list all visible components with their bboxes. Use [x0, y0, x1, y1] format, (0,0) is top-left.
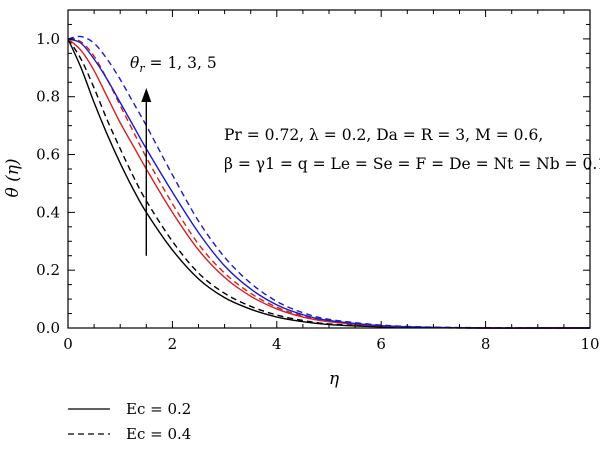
y-tick-label: 0.4 [36, 203, 60, 221]
y-axis-label: θ (η) [3, 158, 23, 197]
legend: Ec = 0.2 Ec = 0.4 [68, 400, 191, 443]
params-line-1: Pr = 0.72, λ = 0.2, Da = R = 3, M = 0.6, [224, 126, 543, 144]
x-tick-label: 4 [272, 335, 282, 353]
y-tick-label: 0.0 [36, 319, 60, 337]
y-tick-label: 0.2 [36, 261, 60, 279]
tick-labels: 0 2 4 6 8 10 0.0 0.2 0.4 0.6 0.8 1.0 [36, 30, 599, 353]
x-tick-label: 6 [376, 335, 386, 353]
x-axis-label: η [329, 369, 340, 389]
x-tick-label: 2 [168, 335, 178, 353]
ticks [67, 9, 591, 329]
y-tick-label: 0.6 [36, 146, 60, 164]
legend-label: Ec = 0.4 [126, 425, 191, 443]
y-tick-label: 1.0 [36, 30, 60, 48]
arrow-label-values: = 1, 3, 5 [145, 54, 217, 72]
params-line-2: β = γ1 = q = Le = Se = F = De = Nt = Nb … [224, 155, 600, 173]
arrow-label: θr = 1, 3, 5 [130, 54, 217, 75]
y-tick-label: 0.8 [36, 88, 60, 106]
x-tick-label: 0 [63, 335, 73, 353]
arrow-label-theta: θ [130, 54, 140, 72]
theta-r-arrow [141, 88, 152, 256]
x-tick-label: 8 [481, 335, 491, 353]
legend-label: Ec = 0.2 [126, 400, 191, 418]
arrow-label-sub: r [139, 62, 145, 75]
series-line-2 [67, 38, 590, 329]
x-tick-label: 10 [580, 335, 599, 353]
